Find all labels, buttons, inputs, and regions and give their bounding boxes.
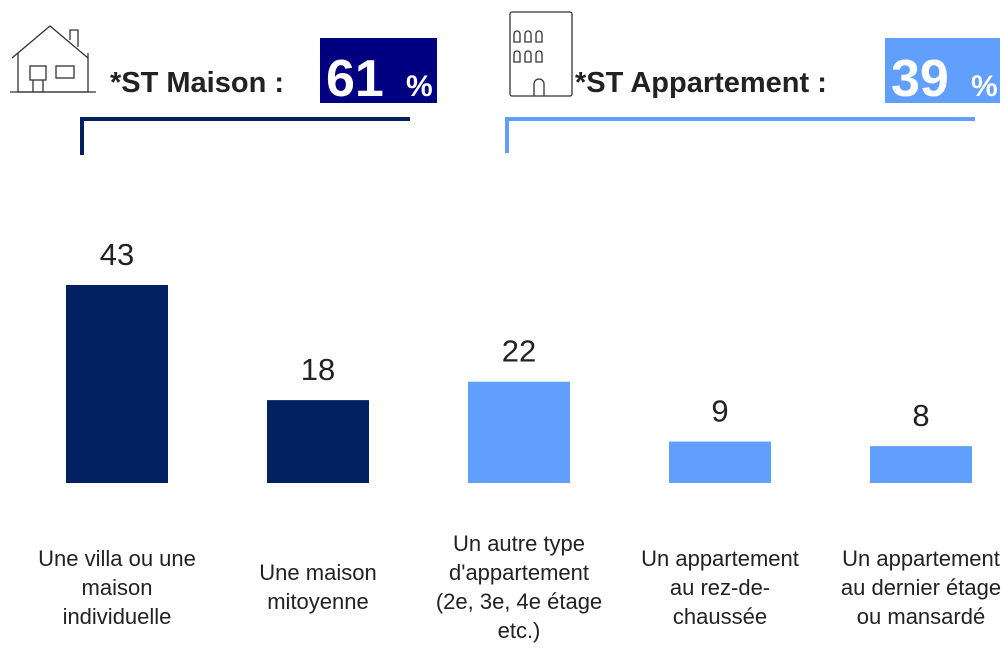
group-bracket <box>80 117 410 155</box>
category-label: Un autre type d'appartement (2e, 3e, 4e … <box>435 531 603 643</box>
group-label: *ST Appartement : <box>575 67 827 99</box>
building-icon <box>509 11 573 97</box>
group-unit: % <box>971 70 998 103</box>
value-label: 22 <box>502 334 536 369</box>
value-label: 43 <box>100 237 134 272</box>
value-label: 18 <box>301 352 335 387</box>
bar <box>267 400 369 483</box>
bar <box>468 381 570 483</box>
value-label: 8 <box>912 398 929 433</box>
value-label: 9 <box>711 394 728 429</box>
bar <box>669 441 771 483</box>
house-icon <box>10 25 96 93</box>
category-label: Un appartement au rez-de-chaussée <box>641 545 799 629</box>
category-label: Une villa ou une maison individuelle <box>38 545 196 629</box>
category-label: Un appartement au dernier étage ou mansa… <box>840 545 1002 629</box>
category-label: Une maison mitoyenne <box>259 560 377 614</box>
group-unit: % <box>406 70 433 103</box>
group-box <box>320 38 437 103</box>
group-value: 61 <box>326 50 384 108</box>
group-label: *ST Maison : <box>110 67 284 99</box>
group-bracket <box>505 117 975 153</box>
group-value: 39 <box>891 50 949 108</box>
bar <box>870 446 972 483</box>
group-box <box>885 38 1000 103</box>
bar <box>66 285 168 483</box>
